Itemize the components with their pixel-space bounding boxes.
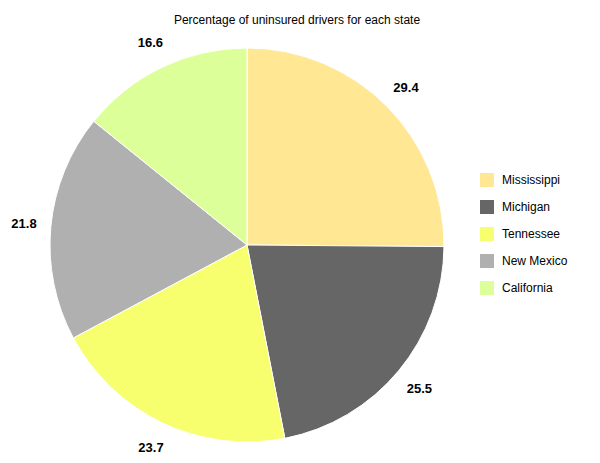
legend-label: California	[502, 281, 553, 295]
legend-label: Michigan	[502, 200, 550, 214]
chart: Percentage of uninsured drivers for each…	[0, 0, 600, 463]
pie: 29.4 25.5 23.7 21.8 16.6	[11, 35, 444, 454]
data-label: 16.6	[138, 35, 163, 50]
legend-swatch	[480, 173, 494, 187]
data-label: 23.7	[138, 440, 163, 455]
legend-item: Tennessee	[480, 227, 560, 241]
legend-item: Michigan	[480, 200, 550, 214]
data-label: 29.4	[393, 80, 419, 95]
legend-label: New Mexico	[502, 254, 568, 268]
pie-slice	[247, 48, 444, 247]
data-label: 25.5	[407, 381, 432, 396]
legend-swatch	[480, 227, 494, 241]
legend-label: Mississippi	[502, 173, 560, 187]
legend-swatch	[480, 200, 494, 214]
legend-swatch	[480, 254, 494, 268]
legend-item: New Mexico	[480, 254, 568, 268]
legend: Mississippi Michigan Tennessee New Mexico Ca…	[480, 173, 568, 295]
legend-label: Tennessee	[502, 227, 560, 241]
legend-swatch	[480, 281, 494, 295]
legend-item: California	[480, 281, 553, 295]
chart-title: Percentage of uninsured drivers for each…	[174, 13, 420, 27]
data-label: 21.8	[11, 216, 36, 231]
pie-slice	[94, 48, 247, 245]
legend-item: Mississippi	[480, 173, 560, 187]
